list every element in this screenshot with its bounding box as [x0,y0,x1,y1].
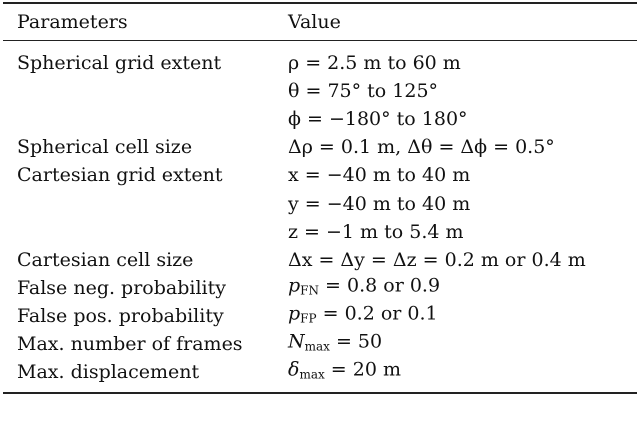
math-subscript: max [304,339,330,354]
parameter-cell: Spherical grid extent [17,52,222,74]
value-cell: Δρ = 0.1 m, Δθ = Δϕ = 0.5° [288,136,555,159]
value-cell: z = −1 m to 5.4 m [288,220,464,243]
top-rule [3,2,637,4]
parameter-cell: False pos. probability [17,304,224,327]
math-symbol: p [288,302,301,325]
value-cell: pFP = 0.2 or 0.1 [288,301,438,330]
math-subscript: FP [300,311,317,326]
value-cell: y = −40 m to 40 m [288,192,471,215]
header-cell: Value [288,11,341,33]
math-symbol: p [288,274,301,297]
value-cell: δmax = 20 m [288,358,401,387]
value-cell: ρ = 2.5 m to 60 m [288,52,461,74]
value-cell: θ = 75° to 125° [288,80,439,103]
value-text: = 0.8 or 0.9 [319,274,441,297]
parameter-cell: Max. displacement [17,361,200,384]
value-cell: Δx = Δy = Δz = 0.2 m or 0.4 m [288,248,586,271]
math-subscript: FN [300,283,319,298]
value-cell: x = −40 m to 40 m [288,164,471,187]
value-cell: Nmax = 50 [288,330,382,359]
math-symbol: δ [288,358,300,381]
parameter-cell: Max. number of frames [17,333,243,355]
header-cell: Parameters [17,11,128,33]
parameter-cell: Cartesian grid extent [17,164,223,187]
header-rule [3,40,637,41]
value-text: = 50 [329,330,383,353]
value-text: = 0.2 or 0.1 [316,302,438,325]
bottom-rule [3,392,637,394]
value-cell: ϕ = −180° to 180° [288,108,468,131]
math-subscript: max [299,367,325,382]
value-text: = 20 m [324,358,401,381]
parameter-cell: False neg. probability [17,276,226,299]
parameter-cell: Cartesian cell size [17,248,194,271]
value-cell: pFN = 0.8 or 0.9 [288,273,440,302]
parameter-cell: Spherical cell size [17,136,193,159]
math-symbol: N [288,330,305,353]
